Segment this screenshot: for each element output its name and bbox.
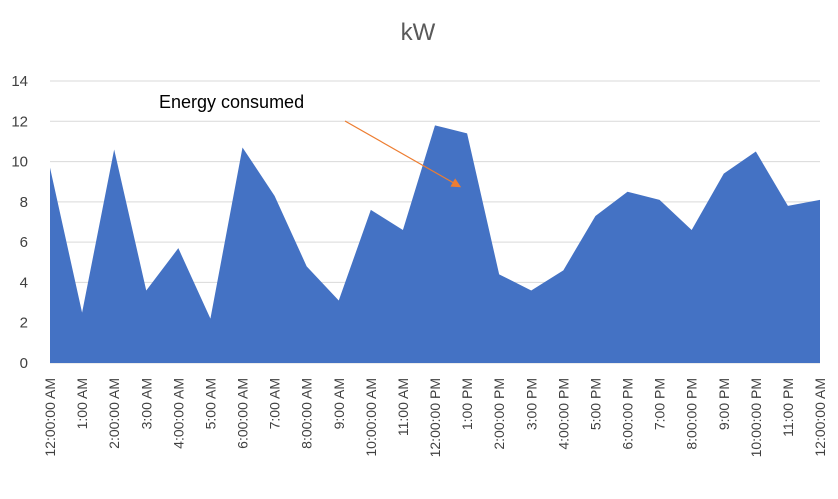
x-tick-label: 3:00 PM [523, 378, 539, 430]
x-tick-label: 2:00:00 AM [106, 378, 122, 449]
x-tick-label: 8:00:00 PM [684, 378, 700, 450]
area-series [50, 125, 820, 363]
x-tick-label: 11:00 PM [780, 378, 796, 437]
x-tick-label: 3:00 AM [138, 378, 154, 429]
x-tick-label: 11:00 AM [395, 378, 411, 436]
y-tick-label: 2 [20, 315, 28, 332]
y-tick-label: 12 [11, 113, 28, 130]
x-tick-label: 9:00 PM [716, 378, 732, 430]
x-tick-label: 4:00:00 PM [555, 378, 571, 450]
annotation-arrow [344, 120, 462, 188]
x-axis-ticks: 12:00:00 AM 1:00 AM 2:00:00 AM 3:00 AM 4:00:… [42, 378, 828, 457]
x-tick-label: 6:00:00 PM [620, 378, 636, 450]
area-series-0 [50, 125, 820, 363]
y-tick-label: 6 [20, 234, 28, 251]
y-tick-label: 10 [11, 154, 28, 171]
x-tick-label: 12:00:00 AM [812, 378, 828, 457]
x-tick-label: 1:00 AM [74, 378, 90, 429]
y-tick-label: 14 [11, 73, 28, 90]
x-tick-label: 12:00:00 PM [427, 378, 443, 457]
chart-title: kW [401, 19, 436, 46]
annotation-label: Energy consumed [159, 92, 304, 112]
x-tick-label: 10:00:00 AM [363, 378, 379, 457]
x-tick-label: 4:00:00 AM [170, 378, 186, 449]
y-axis-ticks: 0 2 4 6 8 10 12 14 [11, 73, 28, 372]
x-tick-label: 12:00:00 AM [42, 378, 58, 457]
x-tick-label: 6:00:00 AM [235, 378, 251, 449]
x-tick-label: 7:00 PM [652, 378, 668, 430]
y-tick-label: 8 [20, 194, 28, 211]
x-tick-label: 7:00 AM [267, 378, 283, 429]
x-tick-label: 8:00:00 AM [299, 378, 315, 449]
x-tick-label: 2:00:00 PM [491, 378, 507, 450]
annotation-group: Energy consumed [159, 92, 462, 188]
x-tick-label: 1:00 PM [459, 378, 475, 430]
y-tick-label: 4 [20, 274, 28, 291]
x-tick-label: 10:00:00 PM [748, 378, 764, 457]
y-tick-label: 0 [20, 355, 28, 372]
x-tick-label: 9:00 AM [331, 378, 347, 429]
x-tick-label: 5:00 PM [587, 378, 603, 430]
x-tick-label: 5:00 AM [202, 378, 218, 429]
